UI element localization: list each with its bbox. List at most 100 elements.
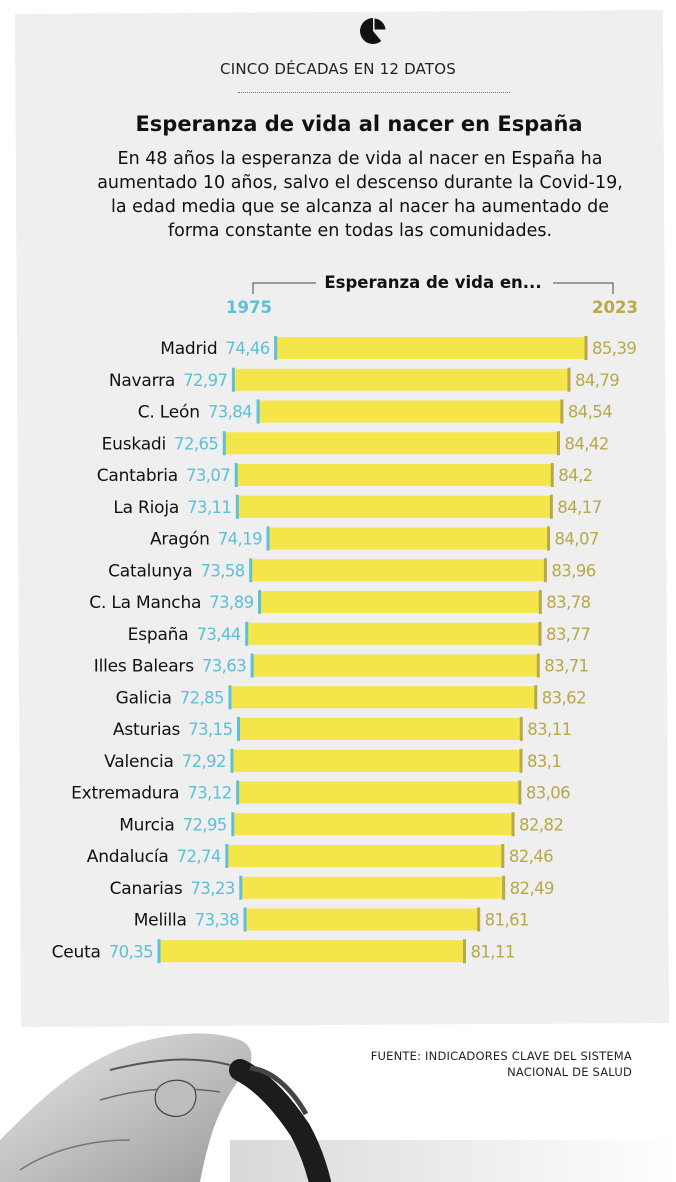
- start-marker: [256, 399, 260, 424]
- start-marker: [249, 558, 253, 583]
- start-marker: [231, 367, 235, 392]
- start-marker: [250, 653, 254, 678]
- bar-row: 73,58 Catalunya 83,96: [108, 558, 596, 583]
- category-label: Canarias: [110, 879, 183, 899]
- category-label: Navarra: [109, 371, 175, 391]
- category-label: La Rioja: [113, 498, 179, 518]
- start-marker: [236, 717, 240, 741]
- legend-end-year: 2023: [592, 298, 638, 317]
- end-marker: [584, 336, 588, 360]
- start-value-label: 73,15: [188, 720, 232, 739]
- start-marker: [225, 844, 229, 868]
- category-label: C. León: [138, 403, 200, 423]
- start-value-label: 72,65: [174, 434, 218, 453]
- source-note: FUENTE: INDICADORES CLAVE DEL SISTEMA NA…: [371, 1048, 632, 1080]
- axis-title: Esperanza de vida en...: [324, 273, 542, 292]
- end-marker: [534, 685, 538, 710]
- start-marker: [234, 463, 238, 487]
- bar-row: 72,92 Valencia 83,1: [104, 748, 562, 773]
- start-value-label: 73,12: [187, 784, 231, 803]
- end-value-label: 84,42: [564, 434, 608, 453]
- bar-row: 73,63 Illes Balears 83,71: [94, 653, 589, 678]
- start-value-label: 73,11: [187, 498, 231, 517]
- start-marker: [243, 907, 247, 932]
- start-marker: [222, 431, 226, 456]
- start-value-label: 73,07: [186, 466, 230, 485]
- category-label: España: [128, 625, 189, 645]
- category-label: Valencia: [104, 752, 174, 772]
- bar-row: 73,12 Extremadura 83,06: [71, 780, 571, 805]
- range-bar: [237, 781, 520, 804]
- end-marker: [538, 621, 542, 646]
- bar-row: 73,89 C. La Mancha 83,78: [89, 590, 591, 614]
- bar-row: 72,85 Galicia 83,62: [116, 685, 587, 710]
- bar-row: 72,74 Andalucía 82,46: [87, 844, 554, 868]
- start-value-label: 72,85: [180, 688, 224, 707]
- end-value-label: 82,46: [509, 847, 553, 866]
- range-bar: [229, 686, 536, 709]
- start-value-label: 72,95: [183, 815, 227, 834]
- end-marker: [477, 907, 481, 932]
- category-label: Galicia: [116, 688, 172, 708]
- end-value-label: 83,62: [542, 688, 586, 707]
- category-label: Melilla: [134, 911, 187, 931]
- end-value-label: 83,71: [544, 657, 588, 676]
- start-marker: [266, 526, 270, 551]
- end-value-label: 82,49: [510, 879, 554, 898]
- end-value-label: 83,1: [527, 752, 561, 771]
- end-marker: [518, 780, 522, 805]
- bar-row: 73,15 Asturias 83,11: [113, 717, 572, 741]
- start-marker: [228, 685, 232, 710]
- end-marker: [567, 367, 571, 392]
- axis-title-bracket: [252, 282, 614, 294]
- start-value-label: 72,97: [183, 371, 227, 390]
- start-marker: [239, 875, 243, 900]
- start-value-label: 73,89: [209, 593, 253, 612]
- start-value-label: 73,63: [202, 657, 246, 676]
- category-label: Cantabria: [97, 466, 178, 486]
- start-value-label: 73,84: [208, 403, 252, 422]
- bar-row: 72,65 Euskadi 84,42: [102, 431, 609, 456]
- legend-start-year: 1975: [226, 298, 272, 317]
- category-label: Madrid: [160, 339, 217, 359]
- end-marker: [556, 431, 560, 456]
- end-marker: [538, 590, 542, 614]
- start-value-label: 73,23: [191, 879, 235, 898]
- end-marker: [560, 399, 564, 424]
- range-bar: [259, 591, 541, 613]
- kicker-divider: [238, 92, 510, 93]
- start-value-label: 73,58: [200, 561, 244, 580]
- cane-hand-photo: [0, 1033, 676, 1182]
- start-marker: [258, 590, 262, 614]
- category-label: Catalunya: [108, 561, 192, 581]
- category-label: Euskadi: [102, 434, 166, 454]
- range-bar: [258, 400, 562, 423]
- kicker: CINCO DÉCADAS EN 12 DATOS: [220, 60, 456, 78]
- category-label: Asturias: [113, 720, 181, 740]
- start-marker: [236, 780, 240, 805]
- category-label: Extremadura: [71, 784, 179, 804]
- bar-row: 70,35 Ceuta 81,11: [52, 939, 515, 964]
- range-bar: [246, 622, 541, 645]
- start-value-label: 74,19: [218, 530, 262, 549]
- end-marker: [547, 526, 551, 551]
- range-bar: [268, 527, 549, 550]
- category-label: C. La Mancha: [89, 593, 201, 613]
- bar-row: 74,19 Aragón 84,07: [150, 526, 599, 551]
- end-marker: [519, 748, 523, 773]
- category-label: Illes Balears: [94, 657, 194, 677]
- category-label: Andalucía: [87, 847, 169, 867]
- range-bar: [236, 464, 553, 486]
- source-line-1: FUENTE: INDICADORES CLAVE DEL SISTEMA: [370, 1049, 632, 1063]
- end-value-label: 82,82: [519, 815, 563, 834]
- start-marker: [274, 336, 278, 360]
- end-marker: [536, 653, 540, 678]
- end-value-label: 84,17: [557, 498, 601, 517]
- start-marker: [231, 812, 235, 837]
- pie-chart-icon: [360, 17, 388, 44]
- end-value-label: 84,54: [568, 403, 612, 422]
- start-marker: [230, 748, 234, 773]
- start-value-label: 74,46: [225, 339, 269, 358]
- chart-subtitle: En 48 años la esperanza de vida al nacer…: [97, 149, 623, 241]
